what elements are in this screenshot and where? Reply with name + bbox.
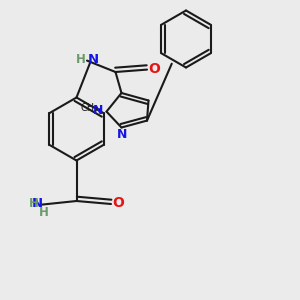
Text: H: H	[29, 197, 39, 210]
Text: N: N	[32, 197, 43, 210]
Text: CH₃: CH₃	[81, 103, 99, 113]
Text: N: N	[117, 128, 127, 141]
Text: H: H	[76, 53, 85, 66]
Text: O: O	[148, 62, 160, 76]
Text: H: H	[39, 206, 48, 220]
Text: N: N	[88, 53, 99, 66]
Text: N: N	[93, 103, 103, 117]
Text: O: O	[112, 196, 124, 210]
